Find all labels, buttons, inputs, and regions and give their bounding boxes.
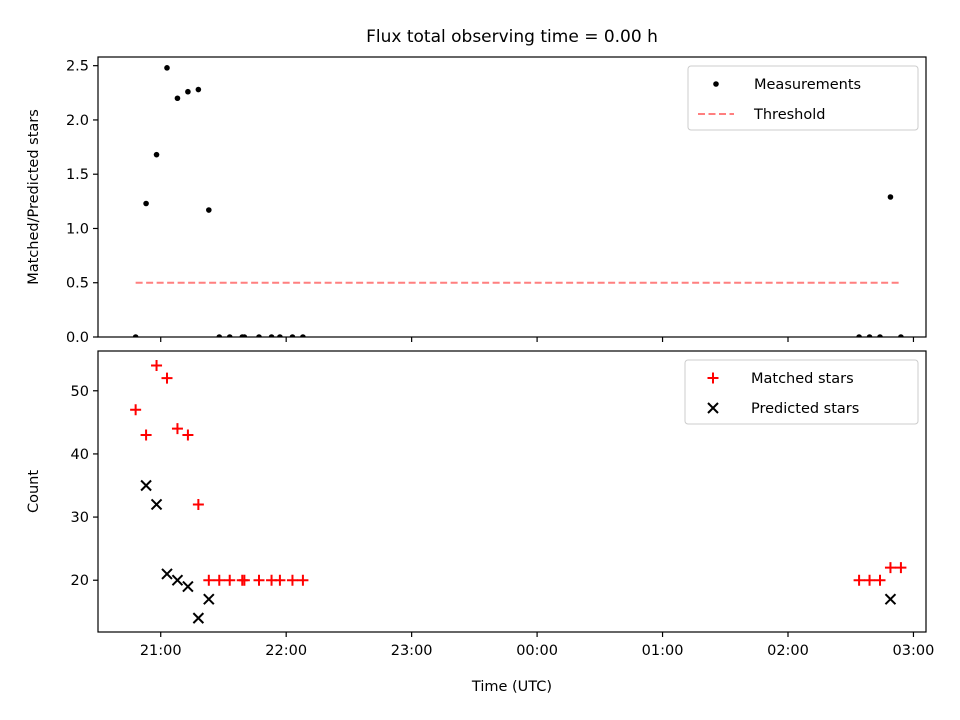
x-tick-label: 21:00 <box>140 643 182 659</box>
measurements-point <box>277 334 283 337</box>
y-tick-label: 2.0 <box>66 113 89 129</box>
y-tick-label: 0.0 <box>66 330 89 346</box>
matched-stars-point <box>253 574 265 586</box>
measurements-point <box>132 334 139 337</box>
chart-title: Flux total observing time = 0.00 h <box>366 27 658 47</box>
measurements-point <box>887 194 894 200</box>
measurements-point <box>143 200 149 207</box>
y-tick-label: 1.5 <box>66 167 89 183</box>
x-axis-label: Time (UTC) <box>471 679 552 695</box>
legend-label-matched-stars: Matched stars <box>751 371 854 387</box>
predicted-stars-point <box>161 568 173 580</box>
measurements-point <box>174 95 181 102</box>
y-tick-label: 1.0 <box>66 221 89 237</box>
predicted-stars-point <box>140 479 152 492</box>
matched-stars-point <box>182 429 194 441</box>
predicted-stars-point <box>150 498 163 511</box>
x-tick-label: 22:00 <box>265 643 307 659</box>
predicted-stars-point <box>884 593 897 605</box>
matched-stars-point <box>853 574 865 586</box>
y-axis-label: Count <box>26 470 42 513</box>
plot-area <box>132 65 904 337</box>
measurements-point <box>256 334 262 337</box>
matched-stars-point <box>151 360 163 372</box>
measurements-point <box>195 86 202 93</box>
y-tick-label: 30 <box>71 510 89 526</box>
bottom-panel: 20 30 40 50 21:00 22:00 23:00 00:00 01:00 02:00 03… <box>26 350 935 659</box>
measurements-point <box>164 65 170 71</box>
y-tick-label: 40 <box>71 447 89 463</box>
measurements-point <box>877 334 883 337</box>
matched-stars-point <box>161 372 173 384</box>
axes-frame <box>97 350 927 633</box>
matched-stars-point <box>286 574 298 586</box>
matched-stars-point <box>171 423 183 435</box>
measurements-point <box>185 88 191 95</box>
legend-box <box>687 65 919 131</box>
y-axis-label: Matched/Predicted stars <box>26 109 42 285</box>
measurements-point <box>226 334 233 337</box>
matched-stars-point <box>224 574 236 586</box>
axes-frame <box>97 56 927 338</box>
matched-stars-point <box>213 574 225 586</box>
measurements-point <box>206 207 212 213</box>
legend: Measurements Threshold <box>687 65 919 131</box>
measurements-point <box>241 334 248 337</box>
matched-stars-point <box>274 574 286 586</box>
predicted-stars-point <box>192 612 205 624</box>
matched-stars-point <box>874 574 886 586</box>
y-tick-label: 20 <box>71 573 89 589</box>
measurements-point <box>300 334 306 337</box>
y-tick-label: 2.5 <box>66 59 89 75</box>
measurements-point <box>289 334 296 337</box>
legend-swatch-measurements <box>713 81 719 87</box>
measurements-point <box>153 151 160 158</box>
legend-box <box>684 359 919 425</box>
measurements-point <box>866 334 873 337</box>
y-tick-label: 0.5 <box>66 276 89 292</box>
top-panel: 0.0 0.5 1.0 1.5 2.0 2.5 Matched/Predicted star… <box>26 56 927 346</box>
legend-swatch-matched-stars <box>707 372 719 384</box>
measurements-point <box>898 334 904 337</box>
measurements-point <box>856 334 862 337</box>
predicted-stars-point <box>182 580 194 593</box>
matched-stars-point <box>140 429 152 441</box>
measurements-point <box>268 334 275 337</box>
predicted-stars-point <box>171 574 184 586</box>
x-tick-label: 00:00 <box>516 643 558 659</box>
legend: Matched stars Predicted stars <box>684 359 919 425</box>
matched-stars-point <box>895 562 907 574</box>
matched-stars-point <box>864 574 876 586</box>
x-tick-label: 01:00 <box>642 643 684 659</box>
legend-label-threshold: Threshold <box>753 107 825 123</box>
matched-stars-point <box>884 562 896 574</box>
legend-label-measurements: Measurements <box>754 77 861 93</box>
x-tick-label: 02:00 <box>767 643 809 659</box>
predicted-stars-point <box>203 593 215 605</box>
matched-stars-point <box>238 574 250 586</box>
legend-swatch-predicted-stars <box>707 402 719 414</box>
plot-area <box>130 360 907 624</box>
matched-stars-point <box>192 498 204 510</box>
matched-stars-point <box>203 574 215 586</box>
matched-stars-point <box>130 404 142 416</box>
legend-label-predicted-stars: Predicted stars <box>751 401 859 417</box>
x-tick-label: 03:00 <box>893 643 935 659</box>
x-tick-label: 23:00 <box>391 643 433 659</box>
matched-stars-point <box>297 574 309 586</box>
y-tick-label: 50 <box>71 384 89 400</box>
measurements-point <box>216 334 223 337</box>
